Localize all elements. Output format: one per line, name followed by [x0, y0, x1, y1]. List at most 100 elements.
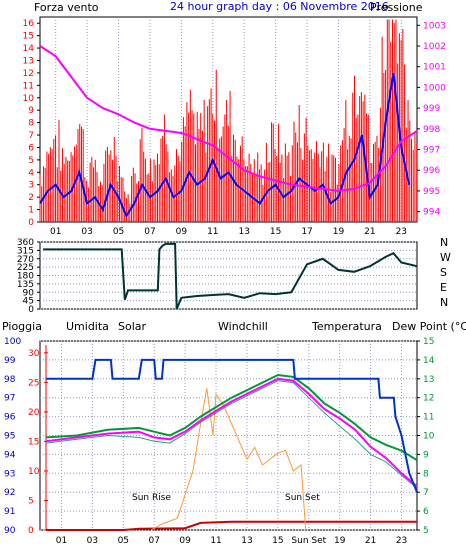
- wind-tick-label: 13: [23, 56, 34, 66]
- wind-strength-label: Forza vento: [34, 1, 99, 14]
- pressure-tick-label: 1000: [423, 83, 446, 93]
- humidity-tick-label: 96: [4, 413, 16, 423]
- humidity-tick-label: 98: [4, 375, 16, 385]
- windchill-line: [45, 380, 418, 489]
- direction-tick-label: 180: [17, 272, 34, 282]
- sunset-annotation: Sun Set: [285, 493, 320, 503]
- temp-x-tick-label: 01: [56, 536, 67, 546]
- solar-line: [150, 388, 307, 531]
- humidity-tick-label: 92: [4, 488, 15, 498]
- rain-tick-label: 20: [28, 408, 40, 418]
- wind-tick-label: 9: [28, 106, 34, 116]
- temp-x-tick-label: 11: [210, 536, 221, 546]
- temp-x-tick-label: Sun Set: [291, 536, 326, 546]
- wind-x-tick-label: 19: [333, 227, 345, 237]
- pressure-line: [39, 45, 418, 192]
- rain-tick-label: 5: [28, 496, 34, 506]
- temp-x-tick-label: 05: [118, 536, 129, 546]
- wind-x-tick-label: 01: [50, 227, 61, 237]
- wind-x-tick-label: 11: [207, 227, 218, 237]
- wind-tick-label: 16: [23, 19, 35, 29]
- humidity-tick-label: 97: [4, 394, 15, 404]
- legend-pioggia: Pioggia: [2, 320, 42, 333]
- temp-x-tick-label: 13: [241, 536, 252, 546]
- temp-x-tick-label: 07: [148, 536, 159, 546]
- wind-tick-label: 0: [28, 218, 34, 228]
- pressure-tick-label: 1001: [423, 63, 446, 73]
- rain-tick-label: 10: [28, 467, 40, 477]
- compass-label-s: S: [440, 266, 447, 279]
- wind-tick-label: 6: [28, 143, 34, 153]
- humidity-tick-label: 94: [4, 450, 16, 460]
- temperatura-line: [45, 373, 418, 461]
- humidity-tick-label: 99: [4, 356, 16, 366]
- direction-tick-label: 90: [23, 288, 35, 298]
- compass-label-n: N: [440, 236, 448, 249]
- wind-x-tick-label: 15: [270, 227, 281, 237]
- wind-tick-label: 12: [23, 69, 34, 79]
- temperature-tick-label: 9: [423, 450, 429, 460]
- wind-tick-label: 4: [28, 168, 34, 178]
- temp-x-tick-label: 15: [272, 536, 283, 546]
- humidity-tick-label: 90: [4, 526, 16, 536]
- direction-tick-label: 45: [23, 297, 34, 307]
- wind-tick-label: 5: [28, 156, 34, 166]
- rain-tick-label: 15: [28, 437, 39, 447]
- pressure-tick-label: 999: [423, 104, 440, 114]
- sunrise-annotation: Sun Rise: [132, 493, 171, 503]
- temperature-tick-label: 5: [423, 526, 429, 536]
- temperature-tick-label: 13: [423, 375, 434, 385]
- wind-tick-label: 15: [23, 32, 34, 42]
- wind-tick-label: 14: [23, 44, 35, 54]
- direction-tick-label: 225: [17, 263, 34, 273]
- rain-tick-label: 30: [28, 349, 40, 359]
- temperature-tick-label: 12: [423, 394, 434, 404]
- wind-x-tick-label: 23: [396, 227, 407, 237]
- wind-x-tick-label: 09: [176, 227, 188, 237]
- temperature-tick-label: 8: [423, 469, 429, 479]
- pressure-tick-label: 994: [423, 208, 440, 218]
- humidity-tick-label: 91: [4, 507, 15, 517]
- legend-windchill: Windchill: [218, 320, 268, 333]
- pressure-tick-label: 1003: [423, 21, 446, 31]
- temp-x-tick-label: 03: [87, 536, 98, 546]
- legend-umidita: Umidita: [66, 320, 109, 333]
- humidity-tick-label: 100: [4, 337, 21, 347]
- temp-x-tick-label: 23: [396, 536, 407, 546]
- temp-x-tick-label: 09: [179, 536, 191, 546]
- wind-x-tick-label: 05: [113, 227, 124, 237]
- wind-tick-label: 11: [23, 81, 34, 91]
- wind-x-tick-label: 07: [144, 227, 155, 237]
- direction-tick-label: 360: [17, 238, 34, 248]
- umidita-line: [46, 358, 418, 493]
- humidity-tick-label: 93: [4, 469, 15, 479]
- wind-x-tick-label: 17: [301, 227, 312, 237]
- temperature-tick-label: 15: [423, 337, 434, 347]
- pressure-tick-label: 1002: [423, 42, 446, 52]
- wind-tick-label: 3: [28, 181, 34, 191]
- rain-tick-label: 25: [28, 378, 39, 388]
- wind-x-tick-label: 13: [238, 227, 249, 237]
- compass-label-e: E: [440, 281, 447, 294]
- temp-x-tick-label: 21: [365, 536, 376, 546]
- chart-title: 24 hour graph day : 06 Novembre 2016: [170, 0, 389, 13]
- wind-tick-label: 2: [28, 193, 34, 203]
- pressure-tick-label: 995: [423, 187, 440, 197]
- compass-label-w: W: [440, 251, 451, 264]
- wind-tick-label: 7: [28, 131, 34, 141]
- temperature-tick-label: 14: [423, 356, 435, 366]
- wind-pressure-panel: Forza vento 24 hour graph day : 06 Novem…: [23, 0, 447, 237]
- pressure-tick-label: 998: [423, 125, 440, 135]
- temp-humidity-panel: Pioggia Umidita Solar Windchill Temperat…: [2, 320, 466, 546]
- rain-tick-label: 0: [28, 526, 34, 536]
- pioggia-line: [46, 520, 417, 531]
- temp-x-tick-label: 19: [334, 536, 346, 546]
- direction-tick-label: 270: [17, 255, 34, 265]
- pressure-tick-label: 996: [423, 166, 440, 176]
- direction-tick-label: 0: [28, 305, 34, 315]
- dew-point-line: [45, 377, 418, 488]
- direction-tick-label: 135: [17, 280, 34, 290]
- legend-dewpoint: Dew Point (°C): [392, 320, 466, 333]
